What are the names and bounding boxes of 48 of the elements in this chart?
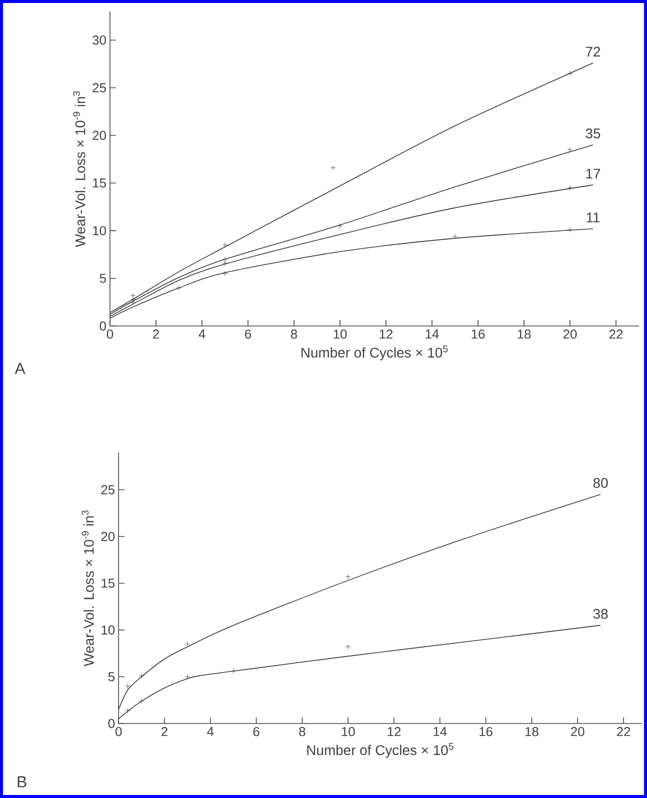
- series-label: 80: [593, 478, 608, 488]
- y-tick-label: 5: [100, 274, 106, 283]
- y-tick-label: 30: [92, 36, 106, 45]
- x-tick-label: 10: [342, 727, 355, 736]
- x-tick-label: 22: [616, 727, 630, 736]
- x-tick-label: 18: [518, 330, 531, 339]
- x-tick-label: 12: [380, 330, 393, 339]
- series-label: 38: [593, 608, 608, 619]
- y-tick-label: 25: [92, 83, 106, 92]
- x-tick-label: 14: [434, 727, 447, 736]
- x-tick-label: 0: [115, 727, 122, 736]
- x-tick-label: 8: [290, 330, 298, 339]
- x-tick-label: 20: [563, 330, 577, 339]
- x-tick-label: 10: [334, 330, 347, 339]
- y-tick-label: 20: [101, 532, 115, 542]
- x-tick-label: 22: [609, 330, 623, 339]
- text: B: [18, 776, 26, 788]
- series-label: 72: [586, 46, 600, 56]
- y-tick-label: 15: [102, 578, 115, 588]
- y-tick-label: 25: [101, 485, 115, 494]
- text: A: [14, 362, 26, 374]
- x-tick-label: 8: [299, 727, 306, 736]
- x-tick-label: 16: [480, 727, 492, 736]
- x-tick-label: 18: [525, 727, 538, 736]
- x-tick-label: 4: [198, 330, 206, 338]
- series-label: 17: [586, 168, 600, 178]
- y-axis-title: Wear-Vol. Loss × 10$^{-9}$ in$^{3}$: [73, 91, 86, 248]
- x-tick-label: 4: [207, 727, 214, 736]
- x-tick-label: 2: [162, 727, 168, 736]
- x-tick-label: 16: [472, 330, 485, 339]
- y-tick-label: 10: [93, 226, 106, 236]
- y-axis-title: Wear-Vol. Loss × 10$^{-9}$ in$^{3}$: [82, 510, 94, 666]
- y-tick-label: 0: [108, 718, 115, 728]
- y-tick-label: 20: [92, 130, 106, 140]
- x-tick-label: 20: [571, 727, 584, 736]
- y-tick-label: 15: [93, 178, 106, 188]
- x-axis-title: Number of Cycles × 10$^{5}$: [307, 743, 454, 758]
- series-label: 35: [586, 128, 600, 138]
- x-tick-label: 6: [245, 330, 252, 339]
- x-tick-label: 12: [388, 727, 401, 736]
- x-axis-title: Number of Cycles × 10$^{5}$: [302, 346, 448, 360]
- x-tick-label: 14: [426, 330, 439, 338]
- y-tick-label: 5: [108, 672, 115, 682]
- series-label: 11: [586, 212, 600, 222]
- x-tick-label: 6: [253, 727, 260, 736]
- y-tick-label: 10: [102, 625, 115, 635]
- x-tick-label: 2: [153, 330, 159, 339]
- y-tick-label: 0: [100, 321, 106, 331]
